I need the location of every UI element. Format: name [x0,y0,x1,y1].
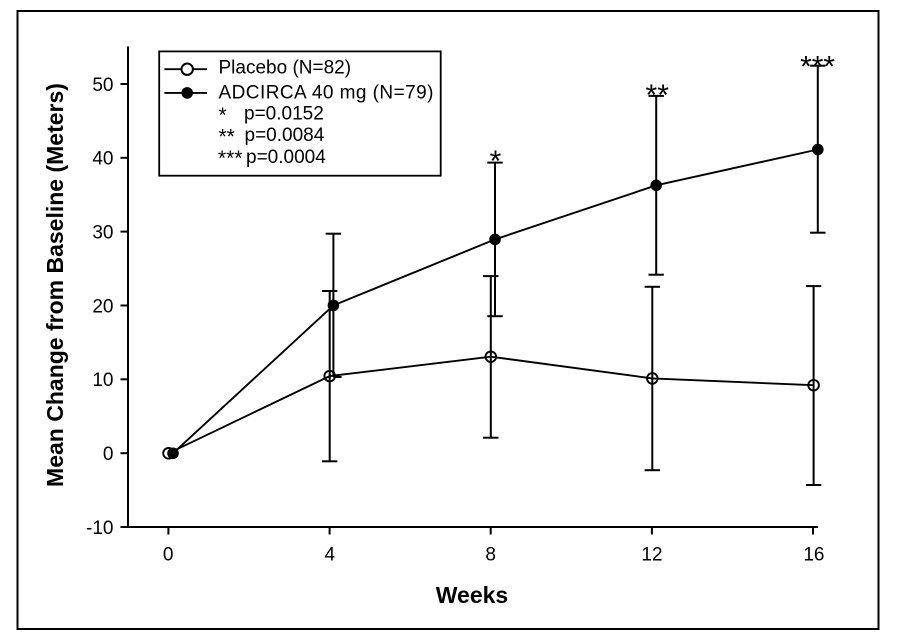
svg-text:*: * [219,104,227,127]
svg-text:**: ** [219,126,235,149]
svg-text:Placebo (N=82): Placebo (N=82) [219,58,352,79]
svg-text:10: 10 [92,370,113,391]
svg-text:0: 0 [163,545,174,566]
svg-text:p=0.0152: p=0.0152 [244,104,324,125]
svg-text:12: 12 [641,545,662,566]
svg-text:16: 16 [803,545,824,566]
svg-text:40: 40 [92,149,113,170]
svg-text:30: 30 [92,222,113,243]
svg-text:Mean Change from Baseline (Met: Mean Change from Baseline (Meters) [42,83,68,487]
svg-text:4: 4 [325,545,336,566]
svg-text:p=0.0084: p=0.0084 [245,125,325,146]
svg-text:**: ** [646,79,670,112]
svg-text:20: 20 [92,296,113,317]
svg-text:0: 0 [103,444,114,465]
svg-text:p=0.0004: p=0.0004 [246,147,326,168]
svg-text:50: 50 [92,75,113,96]
svg-text:8: 8 [485,545,496,566]
svg-text:*: * [490,145,502,178]
svg-text:***: *** [800,50,835,83]
svg-text:Weeks: Weeks [436,582,508,608]
svg-text:-10: -10 [86,518,113,539]
svg-text:ADCIRCA 40 mg (N=79): ADCIRCA 40 mg (N=79) [219,82,434,103]
svg-text:***: *** [218,147,243,170]
